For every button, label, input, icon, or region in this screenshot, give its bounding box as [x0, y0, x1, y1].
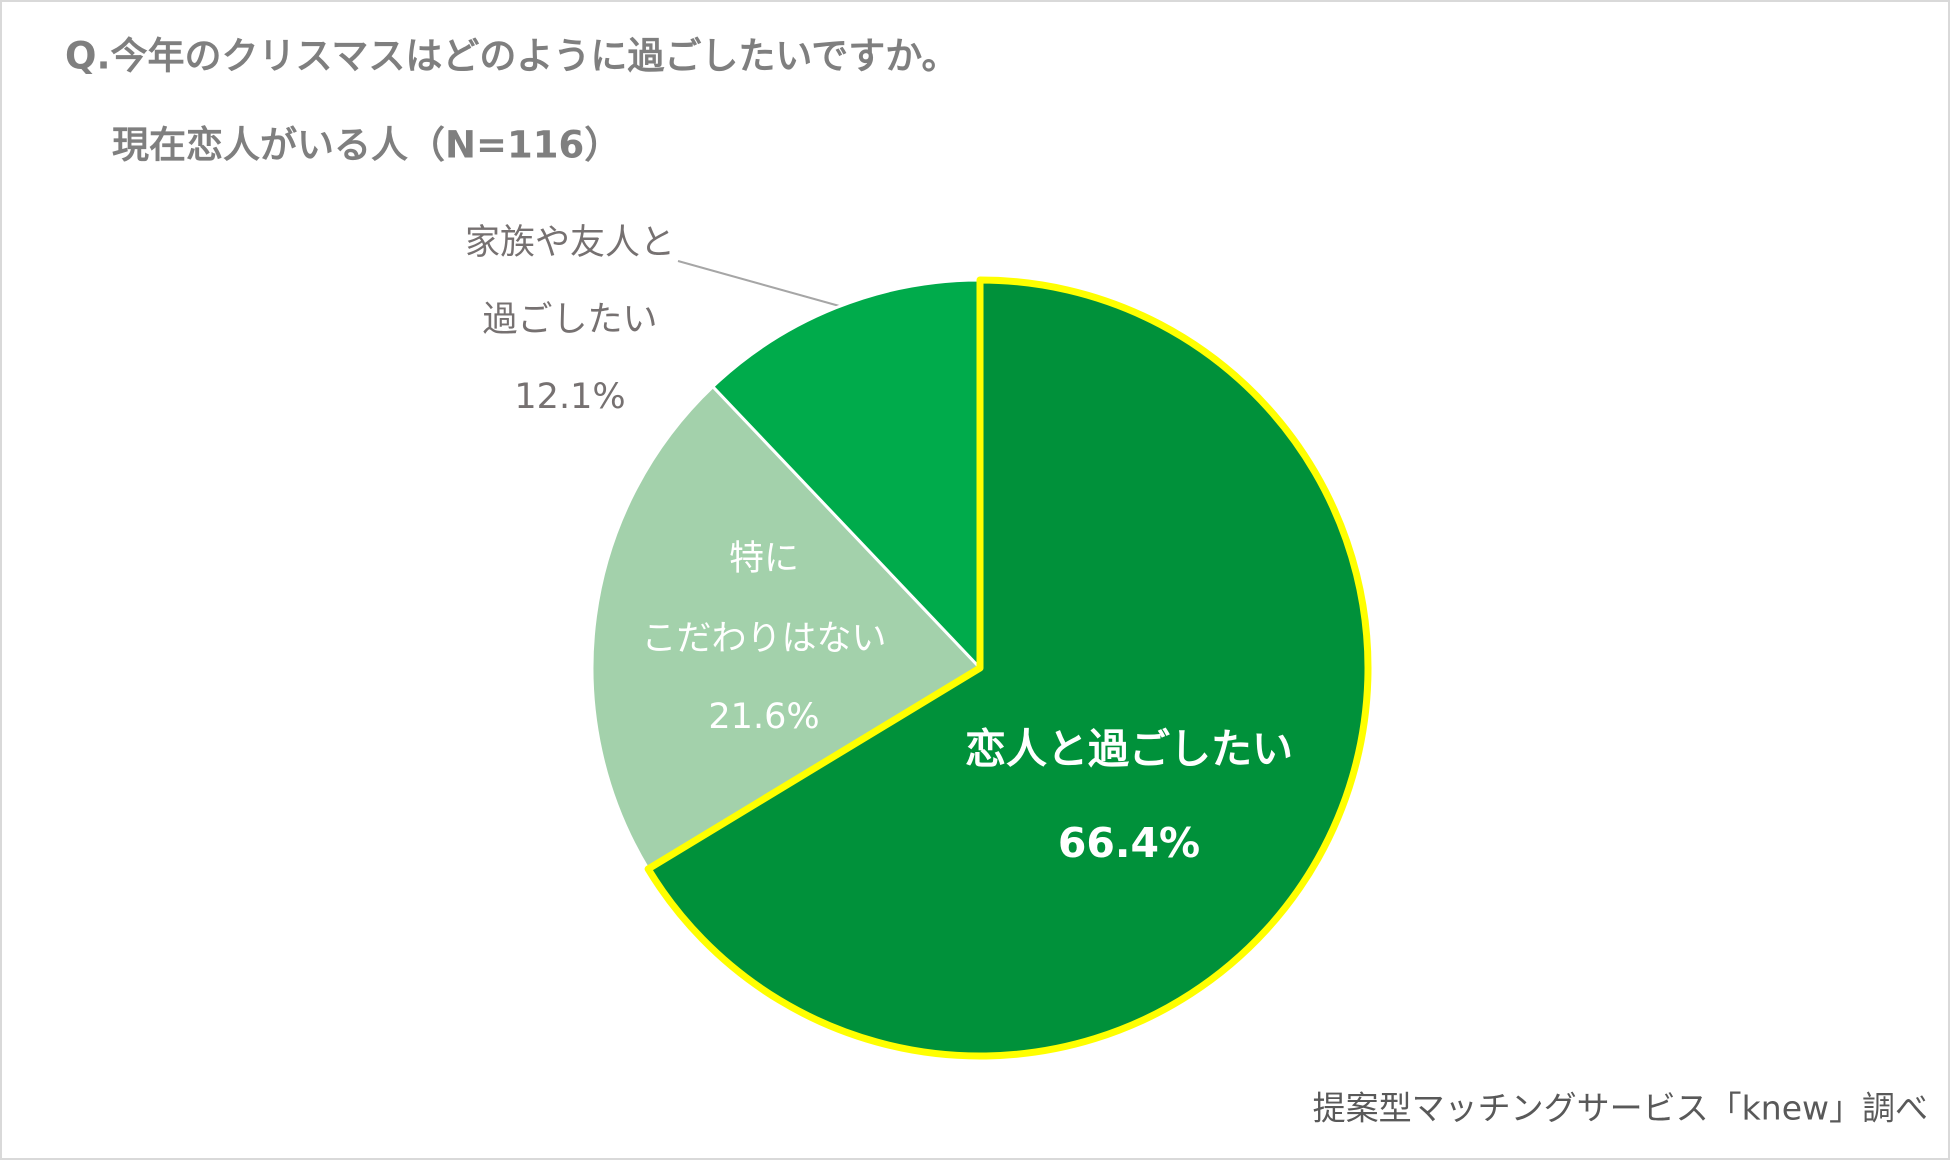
slice-label: 家族や友人と — [465, 223, 675, 263]
slice-label: 特に — [729, 539, 799, 579]
chart-title: Q.今年のクリスマスはどのように過ごしたいですか。 — [65, 35, 959, 78]
slice-label: 恋人と過ごしたい — [965, 725, 1293, 773]
source-note: 提案型マッチングサービス「knew」調べ — [1313, 1089, 1928, 1128]
slice-label: 過ごしたい — [482, 300, 657, 340]
pie-slice — [644, 276, 1372, 1060]
slice-label: こだわりはない — [641, 619, 886, 659]
chart-subtitle: 現在恋人がいる人（N=116） — [112, 124, 621, 167]
value-label: 21.6% — [708, 697, 819, 737]
value-label: 66.4% — [1058, 819, 1200, 867]
pie-slice — [590, 385, 982, 871]
value-label: 12.1% — [514, 377, 625, 417]
leader-line — [677, 260, 844, 308]
pie-slice — [711, 278, 982, 670]
